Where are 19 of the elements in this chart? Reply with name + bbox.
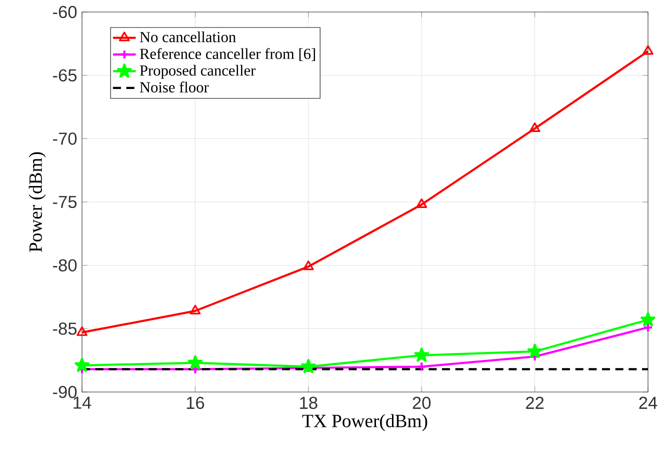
x-axis-title: TX Power(dBm)	[302, 414, 428, 432]
x-tick-label: 24	[639, 396, 658, 409]
legend-label: No cancellation	[140, 31, 236, 42]
x-tick-label: 18	[300, 396, 318, 409]
y-tick-label: -90	[53, 386, 77, 398]
x-tick-label: 20	[412, 396, 431, 409]
y-tick-label: -85	[53, 322, 77, 335]
y-tick-label: -70	[53, 132, 77, 145]
legend-label: Noise floor	[140, 82, 209, 92]
y-tick-label: -80	[53, 259, 77, 272]
x-tick-label: 14	[74, 396, 92, 409]
y-axis-title: Power (dBm)	[28, 152, 46, 252]
y-tick-label: -60	[53, 6, 77, 18]
legend-label: Reference canceller from [6]	[140, 48, 315, 61]
y-tick-label: -75	[53, 196, 77, 208]
y-tick-label: -65	[53, 69, 77, 82]
x-tick-label: 22	[526, 396, 544, 409]
legend-label: Proposed canceller	[140, 64, 256, 79]
x-tick-label: 16	[186, 396, 204, 409]
